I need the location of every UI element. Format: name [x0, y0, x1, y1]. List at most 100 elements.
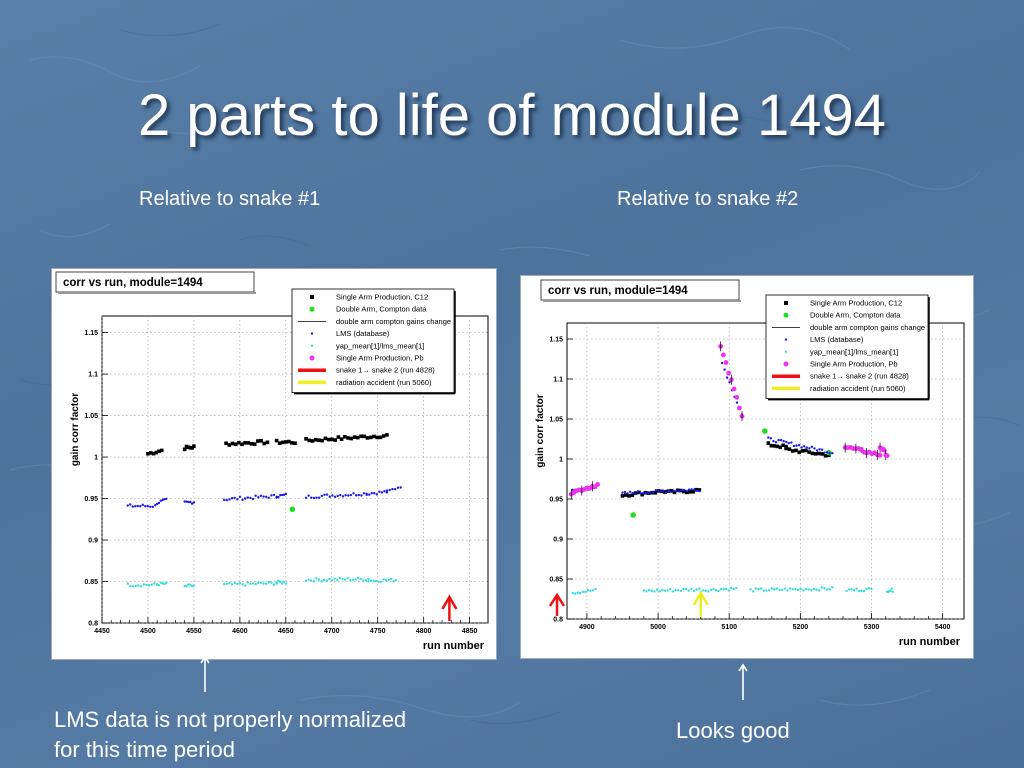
y-tick-label: 0.85	[84, 579, 98, 586]
data-point-lms	[282, 493, 286, 497]
data-point-lms	[190, 502, 194, 505]
data-point-lms	[352, 492, 355, 495]
data-point-lms	[163, 497, 166, 501]
data-point-lms	[249, 582, 252, 586]
data-point-lms	[129, 585, 132, 588]
data-point-c12	[675, 488, 680, 493]
data-point-lms	[707, 590, 710, 593]
data-point-lms	[777, 438, 780, 442]
data-point-c12	[820, 452, 825, 456]
data-point-lms	[384, 579, 388, 582]
legend-marker	[310, 295, 314, 299]
data-point-lms	[654, 488, 657, 492]
data-point-lms	[375, 493, 378, 496]
data-point-lms	[790, 441, 793, 444]
data-point-c12	[784, 446, 788, 451]
data-point-lms	[860, 589, 863, 593]
data-point-lms	[634, 492, 637, 496]
data-point-lms	[165, 581, 168, 584]
data-point-lms	[631, 491, 634, 495]
data-point-lms	[228, 498, 231, 501]
data-point-lms	[695, 489, 698, 493]
data-point-c12	[277, 441, 282, 445]
data-point-lms	[338, 576, 342, 580]
data-point-pb	[884, 453, 890, 458]
data-point-lms	[803, 444, 806, 448]
data-point-lms	[621, 491, 624, 494]
legend-marker	[784, 301, 788, 305]
data-point-c12	[190, 446, 194, 450]
data-point-lms	[695, 588, 698, 591]
data-point-c12	[230, 441, 235, 446]
data-point-lms	[865, 587, 868, 590]
data-point-lms	[339, 493, 342, 497]
legend-label: double arm compton gains change	[336, 317, 451, 326]
data-point-c12	[375, 435, 379, 440]
left-note-line1: LMS data is not properly normalized	[54, 707, 407, 732]
data-point-lms	[396, 486, 400, 489]
data-point-lms	[674, 588, 677, 592]
data-point-lms	[807, 588, 810, 591]
data-point-lms	[669, 490, 673, 494]
data-point-lms	[328, 495, 331, 498]
data-point-lms	[189, 583, 192, 586]
data-point-c12	[627, 494, 631, 498]
data-point-lms	[382, 578, 385, 581]
x-tick-label: 4750	[370, 628, 386, 635]
data-point-lms	[236, 498, 239, 501]
data-point-lms	[749, 588, 752, 591]
data-point-lms	[828, 452, 832, 455]
data-point-c12	[349, 436, 354, 441]
data-point-lms	[344, 493, 347, 497]
data-point-lms	[727, 589, 730, 592]
data-point-c12	[249, 442, 254, 446]
data-point-lms	[385, 491, 389, 494]
data-point-lms	[233, 581, 236, 585]
data-point-lms	[151, 505, 154, 509]
data-point-lms	[817, 589, 821, 592]
data-point-lms	[155, 583, 159, 586]
data-point-c12	[766, 441, 771, 445]
data-point-lms	[343, 578, 347, 581]
data-point-lms	[754, 587, 758, 590]
data-point-lms	[137, 584, 140, 587]
data-point-c12	[653, 490, 658, 495]
y-tick-label: 1.15	[549, 337, 563, 344]
data-point-c12	[224, 441, 228, 446]
y-tick-label: 0.9	[553, 537, 563, 544]
data-point-c12	[790, 449, 795, 453]
data-point-lms	[785, 440, 788, 444]
data-point-lms	[225, 582, 229, 585]
data-point-lms	[574, 592, 577, 595]
data-point-lms	[684, 587, 688, 591]
left-chart-panel: 4450 4500 4550 4600 4650 4700 4750 4800 4850 0.8 0…	[51, 268, 497, 660]
data-point-lms	[767, 436, 770, 439]
legend-label: double arm compton gains change	[810, 323, 925, 332]
data-point-lms	[584, 590, 587, 594]
data-point-c12	[368, 435, 373, 440]
data-point-lms	[813, 447, 816, 450]
right-note: Looks good	[676, 718, 790, 743]
data-point-c12	[688, 489, 692, 494]
data-point-lms	[690, 488, 693, 491]
data-point-lms	[889, 589, 892, 593]
data-point-lms	[723, 368, 726, 371]
data-point-lms	[346, 577, 349, 580]
data-point-lms	[379, 580, 383, 583]
data-point-lms	[680, 489, 683, 492]
data-point-lms	[383, 490, 386, 493]
data-point-c12	[252, 442, 257, 446]
left-subtitle: Relative to snake #1	[139, 188, 321, 210]
legend-label: yap_mean[1]/lms_mean[1]	[336, 341, 424, 350]
data-point-lms	[367, 577, 370, 581]
data-point-lms	[732, 587, 735, 591]
data-point-lms	[279, 493, 282, 497]
y-tick-label: 0.8	[553, 617, 563, 624]
data-point-lms	[717, 589, 720, 593]
data-point-lms	[312, 496, 316, 500]
data-point-lms	[394, 578, 398, 582]
data-point-c12	[259, 439, 263, 443]
legend-marker	[310, 344, 314, 347]
x-tick-label: 5300	[864, 624, 880, 631]
data-point-lms	[719, 588, 723, 591]
